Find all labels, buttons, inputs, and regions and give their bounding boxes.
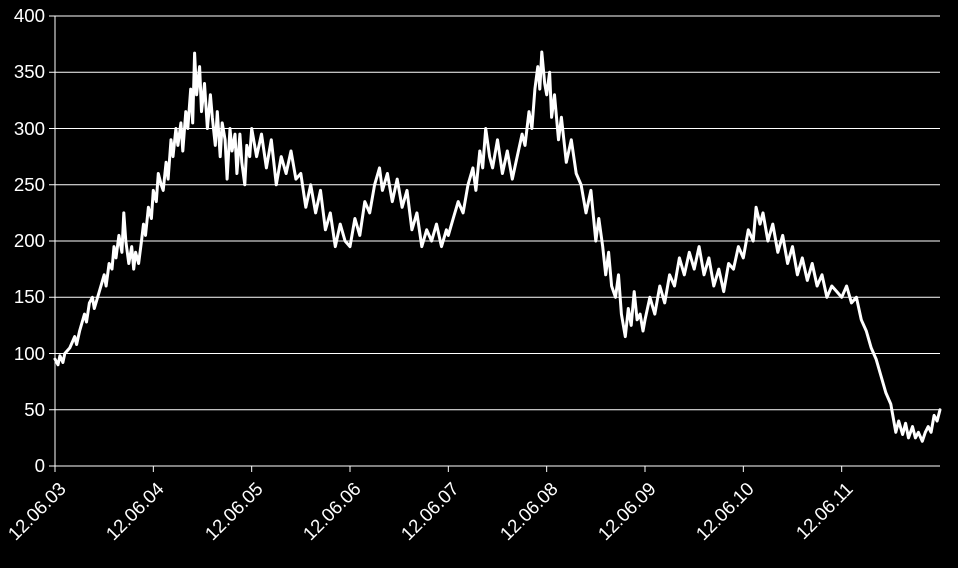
y-tick-label: 150 bbox=[0, 286, 45, 308]
time-series-chart: 05010015020025030035040012.06.0312.06.04… bbox=[0, 0, 958, 568]
y-tick-label: 100 bbox=[0, 343, 45, 365]
chart-canvas bbox=[0, 0, 958, 568]
y-tick-label: 350 bbox=[0, 61, 45, 83]
y-tick-label: 0 bbox=[0, 455, 45, 477]
y-tick-label: 50 bbox=[0, 399, 45, 421]
y-tick-label: 200 bbox=[0, 230, 45, 252]
y-tick-label: 250 bbox=[0, 174, 45, 196]
y-tick-label: 400 bbox=[0, 5, 45, 27]
y-tick-label: 300 bbox=[0, 118, 45, 140]
